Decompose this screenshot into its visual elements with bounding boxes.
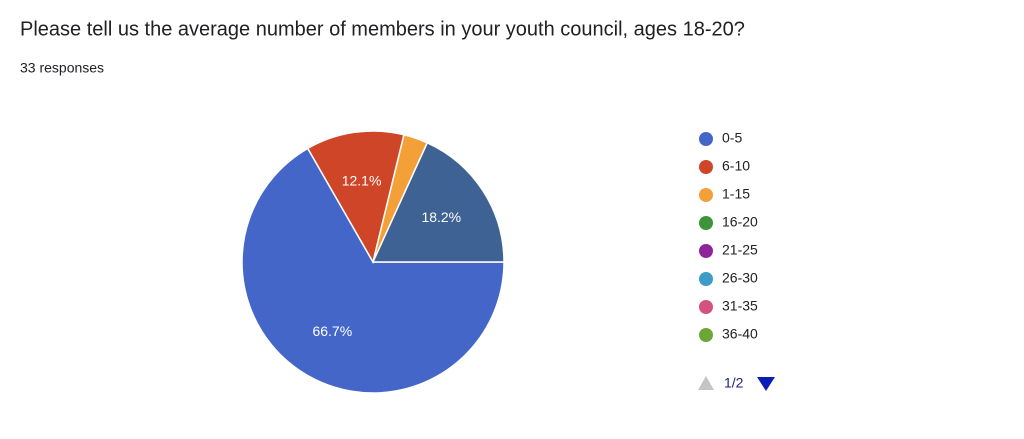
legend-swatch <box>699 300 713 314</box>
legend-swatch <box>699 216 713 230</box>
legend-label: 31-35 <box>722 298 758 314</box>
legend-swatch <box>699 328 713 342</box>
legend-swatch <box>699 272 713 286</box>
legend-swatch <box>699 160 713 174</box>
pie-slice <box>241 147 505 394</box>
legend-label: 16-20 <box>722 214 758 230</box>
legend-next[interactable] <box>757 377 775 391</box>
legend-page: 1/2 <box>724 375 744 391</box>
pie-slice <box>306 130 405 265</box>
legend-swatch <box>699 132 713 146</box>
legend-label: 21-25 <box>722 242 758 258</box>
legend-swatch <box>699 244 713 258</box>
slice-label: 66.7% <box>312 323 352 339</box>
legend-swatch <box>699 188 713 202</box>
legend-label: 0-5 <box>722 130 742 146</box>
legend-label: 36-40 <box>722 326 758 342</box>
chart-title: Please tell us the average number of mem… <box>20 18 745 40</box>
legend-prev[interactable] <box>698 376 714 390</box>
slice-label: 12.1% <box>342 172 382 188</box>
legend-label: 6-10 <box>722 158 750 174</box>
pie-slice <box>371 141 505 263</box>
legend-label: 26-30 <box>722 270 758 286</box>
legend-label: 1-15 <box>722 186 750 202</box>
response-count: 33 responses <box>20 60 104 76</box>
slice-label: 18.2% <box>421 209 461 225</box>
